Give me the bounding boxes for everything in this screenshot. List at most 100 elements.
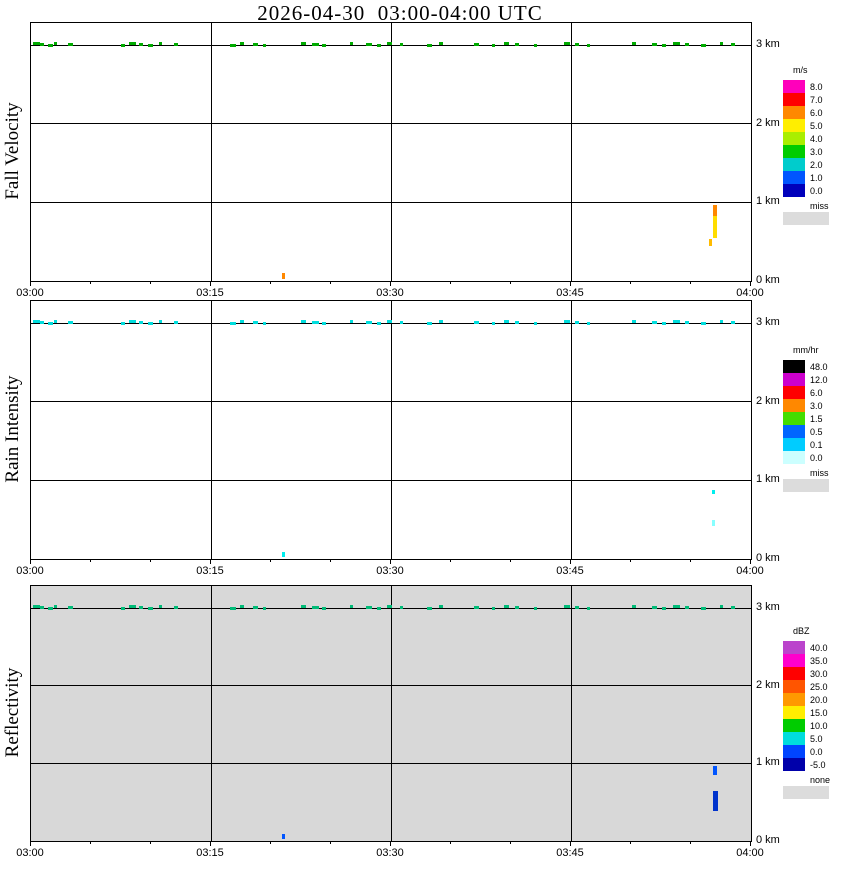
echo-mark [514, 606, 519, 609]
echo-mark [376, 322, 381, 325]
colorbar-segment [783, 386, 805, 399]
echo-mark [632, 605, 637, 608]
x-tick-major [389, 281, 391, 286]
x-tick-minor [149, 841, 151, 844]
echo-mark [48, 607, 54, 610]
echo-mark [121, 607, 125, 610]
gridline-vertical [210, 23, 212, 281]
echo-mark [68, 321, 74, 324]
echo-mark [514, 43, 519, 46]
y-tick-label: 3 km [756, 601, 780, 613]
plot-area-reflectivity [30, 585, 752, 842]
x-tick-minor [89, 281, 91, 284]
echo-mark [651, 606, 657, 609]
echo-mark [40, 321, 45, 324]
echo-mark [673, 42, 681, 45]
y-tick-label: 2 km [756, 116, 780, 129]
echo-mark [159, 42, 163, 45]
colorbar-segment [783, 80, 805, 93]
panel-fall-velocity: 3 km 2 km 1 km 0 km 03:00 03:15 03:30 03:45 04:0… [0, 22, 850, 310]
echo-mark [68, 43, 74, 46]
x-tick-label: 03:15 [196, 565, 224, 577]
x-tick-label: 03:30 [376, 287, 404, 299]
colorbar-label: 5.0 [810, 121, 823, 131]
x-tick-major [29, 559, 31, 564]
gridline-horizontal [31, 322, 751, 324]
x-tick-label: 03:45 [556, 565, 584, 577]
colorbar-label: 30.0 [810, 669, 828, 679]
precip-mark [709, 239, 713, 246]
echo-mark [40, 606, 45, 609]
colorbar-missing-label: miss [810, 468, 829, 478]
colorbar-segment [783, 145, 805, 158]
echo-mark [438, 42, 443, 45]
colorbar-title: mm/hr [793, 345, 819, 355]
echo-mark [399, 43, 403, 46]
echo-mark [700, 322, 706, 325]
echo-mark [563, 42, 570, 45]
colorbar-label: 6.0 [810, 388, 823, 398]
gridline-horizontal [31, 685, 751, 687]
echo-mark [473, 43, 479, 46]
colorbar-missing-swatch [783, 212, 829, 225]
x-tick-major [209, 841, 211, 846]
colorbar-segment [783, 425, 805, 438]
echo-mark [473, 606, 479, 609]
colorbar-label: 0.0 [810, 453, 823, 463]
colorbar-segment [783, 680, 805, 693]
echo-mark [473, 321, 479, 324]
colorbar-title: m/s [793, 65, 808, 75]
x-tick-label: 03:45 [556, 287, 584, 299]
echo-mark [148, 44, 154, 47]
colorbar-segment [783, 171, 805, 184]
colorbar-segment [783, 719, 805, 732]
echo-mark [321, 44, 326, 47]
echo-mark [504, 605, 510, 608]
echo-mark [173, 606, 178, 609]
colorbar-label: 6.0 [810, 108, 823, 118]
precip-mark [713, 204, 717, 216]
colorbar-segment [783, 399, 805, 412]
colorbar-segment [783, 654, 805, 667]
colorbar-segment [783, 438, 805, 451]
x-tick-minor [689, 281, 691, 284]
colorbar-label: 40.0 [810, 643, 828, 653]
colorbar-segment [783, 184, 805, 197]
echo-mark [159, 320, 163, 323]
echo-mark [262, 322, 266, 325]
echo-mark [33, 605, 41, 608]
y-tick-label: 1 km [756, 195, 780, 208]
echo-mark [121, 44, 125, 47]
x-tick-minor [449, 841, 451, 844]
echo-mark [139, 321, 143, 324]
gridline-horizontal [31, 123, 751, 125]
echo-mark [349, 42, 353, 45]
y-tick-label: 3 km [756, 38, 780, 50]
x-tick-label: 03:15 [196, 287, 224, 299]
x-tick-major [389, 559, 391, 564]
echo-mark [387, 42, 393, 45]
y-tick-label: 1 km [756, 756, 780, 769]
colorbar-label: 25.0 [810, 682, 828, 692]
echo-mark [252, 606, 258, 609]
colorbar-segment [783, 132, 805, 145]
gridline-horizontal [31, 607, 751, 609]
echo-mark [504, 42, 510, 45]
x-tick-label: 03:30 [376, 847, 404, 859]
colorbar-label: 4.0 [810, 134, 823, 144]
y-tick-label: 0 km [756, 834, 780, 846]
x-tick-major [569, 559, 571, 564]
precip-mark [281, 273, 285, 279]
colorbar-segment [783, 732, 805, 745]
gridline-vertical [390, 301, 392, 559]
colorbar-label: 3.0 [810, 147, 823, 157]
echo-mark [387, 605, 393, 608]
precip-mark [712, 790, 718, 812]
x-tick-minor [329, 559, 331, 562]
echo-mark [349, 320, 353, 323]
echo-mark [720, 320, 724, 323]
panel-reflectivity: 3 km 2 km 1 km 0 km 03:00 03:15 03:30 03:45 04:0… [0, 585, 850, 870]
x-tick-major [749, 559, 751, 564]
colorbar-label: 7.0 [810, 95, 823, 105]
echo-mark [54, 42, 58, 45]
